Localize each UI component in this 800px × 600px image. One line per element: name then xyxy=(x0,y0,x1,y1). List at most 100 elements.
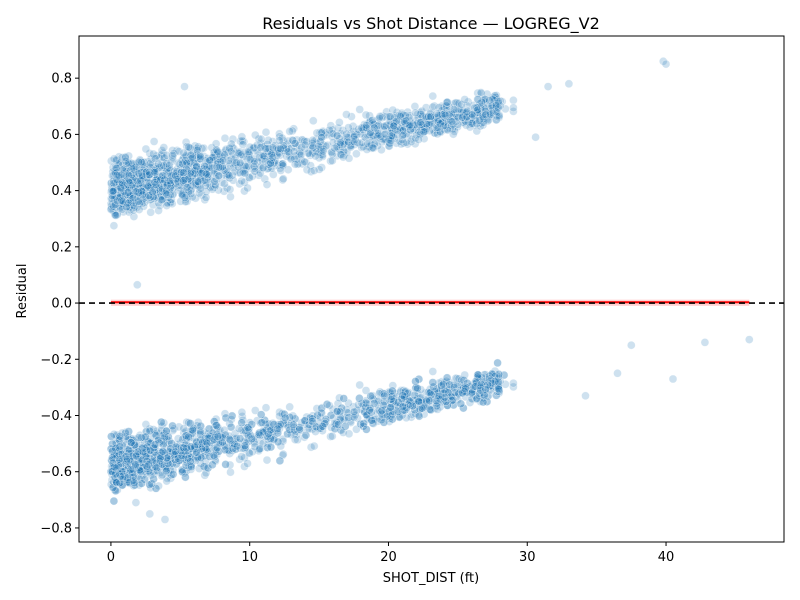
data-point xyxy=(379,418,389,427)
data-point xyxy=(180,82,189,91)
data-point xyxy=(428,91,438,101)
data-point xyxy=(232,441,242,451)
data-point xyxy=(339,394,348,403)
data-point xyxy=(307,416,317,426)
data-point xyxy=(221,460,230,469)
data-point xyxy=(181,137,191,147)
data-point xyxy=(159,440,168,449)
data-point xyxy=(661,59,671,69)
data-point xyxy=(344,154,354,163)
data-point xyxy=(462,107,471,117)
data-point xyxy=(275,456,285,466)
data-point xyxy=(361,120,371,130)
data-point xyxy=(224,171,234,180)
data-point xyxy=(280,413,290,423)
data-point xyxy=(179,424,188,433)
data-point xyxy=(266,442,276,452)
data-point xyxy=(493,358,502,368)
data-point xyxy=(262,455,272,465)
data-point xyxy=(449,105,459,114)
data-point xyxy=(186,457,195,466)
data-point xyxy=(375,113,384,123)
data-point xyxy=(361,110,371,120)
data-point xyxy=(261,403,271,412)
data-point xyxy=(212,443,222,453)
y-tick-label: 0.4 xyxy=(51,184,72,199)
data-point xyxy=(411,108,420,118)
data-point xyxy=(220,133,230,143)
data-point xyxy=(290,159,300,169)
data-point xyxy=(414,135,423,144)
data-point xyxy=(472,126,482,136)
data-point xyxy=(137,171,147,181)
data-point xyxy=(355,380,364,390)
data-point xyxy=(328,156,337,165)
data-point xyxy=(370,399,379,408)
data-point xyxy=(268,143,278,152)
data-point xyxy=(121,153,130,162)
data-point xyxy=(129,212,139,221)
data-point xyxy=(191,193,200,203)
data-point xyxy=(197,168,207,178)
data-point xyxy=(379,400,388,410)
y-tick-label: 0.0 xyxy=(51,297,72,312)
data-point xyxy=(398,391,407,400)
data-point xyxy=(108,447,117,456)
data-point xyxy=(439,379,448,389)
data-point xyxy=(668,374,678,384)
data-point xyxy=(111,211,121,220)
data-point xyxy=(192,447,201,457)
data-point xyxy=(300,140,310,150)
data-point xyxy=(473,88,482,98)
data-point xyxy=(116,183,125,192)
data-point xyxy=(237,452,246,461)
data-point xyxy=(179,176,188,185)
data-point xyxy=(209,451,219,460)
data-point xyxy=(613,369,622,378)
y-tick-label: −0.4 xyxy=(40,409,72,424)
data-point xyxy=(117,196,126,205)
data-point xyxy=(322,130,331,140)
data-point xyxy=(285,402,294,412)
data-point xyxy=(142,462,152,472)
data-point xyxy=(157,417,166,427)
data-point xyxy=(192,162,201,171)
x-tick-label: 30 xyxy=(519,550,536,565)
data-point xyxy=(380,391,389,401)
data-point xyxy=(225,143,234,153)
data-point xyxy=(342,110,351,119)
scatter-points xyxy=(106,57,754,524)
data-point xyxy=(389,121,398,131)
data-point xyxy=(288,126,297,136)
data-point xyxy=(151,180,161,189)
data-point xyxy=(115,432,125,441)
data-point xyxy=(261,127,271,137)
data-point xyxy=(237,176,246,186)
data-point xyxy=(130,478,139,488)
data-point xyxy=(152,463,162,473)
data-point xyxy=(251,130,260,140)
data-point xyxy=(158,447,168,456)
data-point xyxy=(424,112,433,122)
data-point xyxy=(745,335,754,344)
data-point xyxy=(225,434,234,444)
data-point xyxy=(275,129,284,139)
data-point xyxy=(366,391,375,401)
data-point xyxy=(107,432,116,441)
data-point xyxy=(159,143,169,152)
data-point xyxy=(165,161,174,170)
data-point xyxy=(115,442,125,451)
data-point xyxy=(162,466,171,476)
data-point xyxy=(179,148,188,158)
data-point xyxy=(237,408,247,417)
data-point xyxy=(385,112,395,121)
data-point xyxy=(344,429,354,439)
data-point xyxy=(428,367,438,376)
data-point xyxy=(122,454,132,464)
data-point xyxy=(226,192,235,201)
x-axis-label: SHOT_DIST (ft) xyxy=(383,571,479,586)
data-point xyxy=(333,407,342,416)
y-tick-label: −0.6 xyxy=(40,465,72,480)
data-point xyxy=(440,392,450,402)
